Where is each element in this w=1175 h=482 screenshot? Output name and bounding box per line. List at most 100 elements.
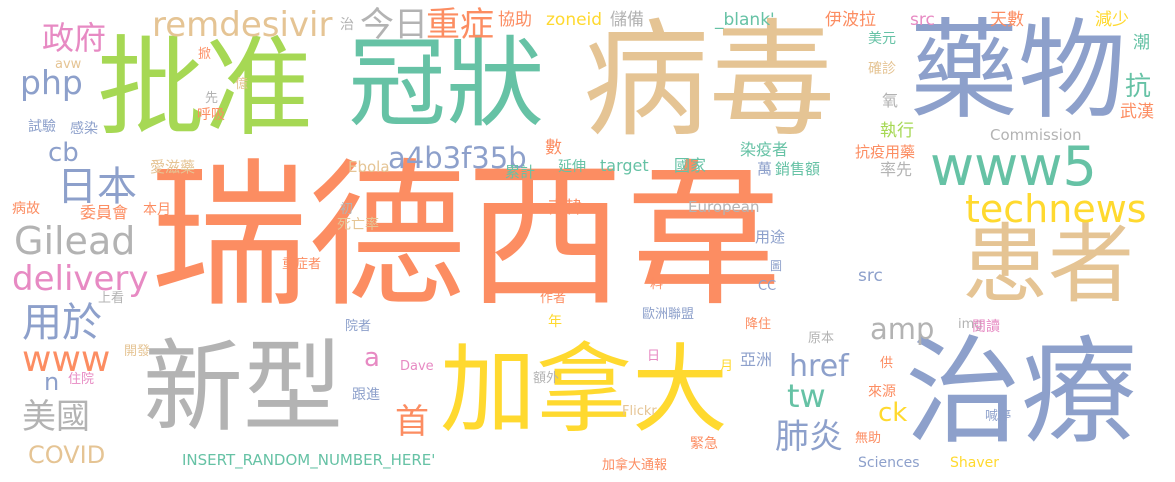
word: 感染 [70,121,98,137]
word: 肺炎 [775,417,843,457]
word: 今日 [360,5,428,45]
word: 原本 [808,331,835,346]
word: 初 [340,202,354,217]
word: 患者 [962,215,1134,315]
word: 用途 [755,228,786,246]
word: Ebola [348,158,390,176]
word: 日 [647,349,661,364]
word: INSERT_RANDOM_NUMBER_HERE' [182,451,436,469]
word: 料 [650,277,664,292]
word: 掀 [198,47,212,62]
word: 加拿大通報 [602,458,668,473]
word: 開發 [124,344,151,359]
word: Sciences [858,455,920,471]
word: 亞洲 [740,350,773,369]
word: Flickr [622,404,657,419]
word: 減少 [1095,10,1129,30]
word: 呼吸 [197,107,225,123]
word: 本月 [143,202,171,218]
word: 億 [235,77,249,92]
word: 無助 [855,431,882,446]
word: 病故 [12,201,40,217]
word: 氧 [882,91,899,110]
word: 來源 [868,384,896,400]
word: 日本 [57,164,137,210]
word: 閱讀 [972,319,1000,335]
word: 染疫者 [740,140,789,159]
word: 額外 [533,371,560,386]
word: src [910,10,935,30]
word: 用於 [22,300,102,346]
word: 歐洲聯盟 [642,307,695,322]
word: 冠狀 [348,27,545,141]
word: 南韓 [548,198,582,218]
word: Shaver [950,455,999,471]
word: 年 [548,314,562,330]
word: 藥物 [910,9,1127,134]
word: 新型 [143,329,343,446]
word: 圖 [770,259,783,273]
word: php [20,63,83,102]
word: 銷售額 [775,160,821,178]
word: Commission [990,126,1082,144]
word: 協助 [498,10,532,30]
word: 批准 [97,26,314,151]
word: Dave [400,359,434,374]
word: 死亡率 [337,217,379,233]
word: remdesivir [152,5,333,45]
word: www [22,339,111,380]
word: 儲備 [610,10,644,30]
word: 首 [395,402,429,442]
word: 作者 [540,291,567,306]
word: www5 [930,135,1097,198]
word: zoneid [546,10,603,30]
word: 美元 [868,31,896,47]
word: 數 [545,138,562,158]
word: 重症 [426,5,494,45]
word: avw [55,57,82,72]
word: a4b3f35b [388,141,527,175]
word: 執行 [880,121,914,141]
word: img [958,317,983,332]
word: Gilead [14,219,136,263]
word: target [600,156,649,175]
word: n [44,368,60,396]
word: 延伸 [558,159,586,175]
word: 萬 [757,160,773,178]
word: 治 [340,17,354,33]
word: _blank' [715,10,775,30]
word: 上看 [98,291,125,306]
word: a [364,343,380,373]
word: 政府 [42,19,107,57]
word: 委員會 [80,203,129,222]
word: 重症者 [282,257,322,272]
word: 美國 [22,397,90,437]
word: 確診 [868,61,896,77]
word: 潮 [1133,33,1150,53]
word: COVID [28,441,106,469]
word: ck [878,398,908,428]
word: 月 [720,359,734,374]
word: 跟進 [352,387,380,403]
word: 瑞德西韋 [150,145,782,329]
word: technews [965,187,1147,231]
word: 試驗 [28,119,56,135]
word: European [688,198,760,216]
word: 喊停 [985,409,1012,424]
word: 抗疫用藥 [855,143,916,161]
word: CC [758,279,777,294]
word: 抗 [1125,72,1152,102]
word: href [789,349,849,384]
word: 加拿大 [440,334,728,446]
word: 院者 [345,319,372,334]
word: 伊波拉 [825,10,876,30]
word: amp [870,312,935,346]
word: 緊急 [690,436,718,452]
word: cb [48,138,79,168]
word: 住院 [68,372,95,387]
word: delivery [12,259,149,299]
word: tw [787,377,826,415]
word: 天數 [990,10,1024,30]
word: 率先 [880,160,913,179]
